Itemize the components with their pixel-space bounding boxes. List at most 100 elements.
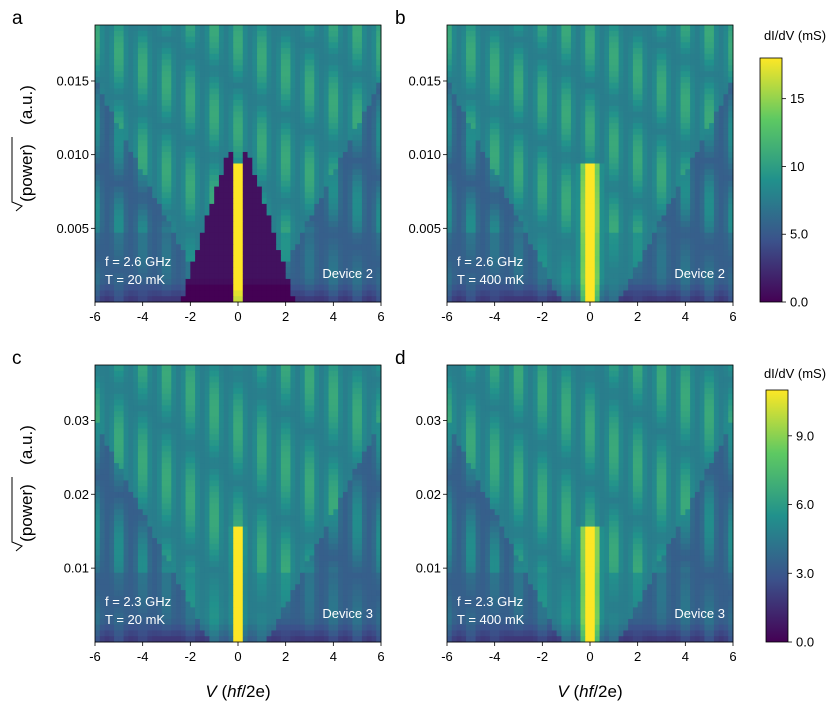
heatmap-cell [647,111,653,118]
heatmap-cell [299,198,306,205]
heatmap-cell [176,169,182,176]
heatmap-cell [242,117,248,124]
heatmap-cell [166,232,172,239]
heatmap-cell [361,48,368,55]
heatmap-cell [357,25,363,32]
heatmap-cell [171,53,177,61]
heatmap-cell [180,157,186,164]
heatmap-cell [190,238,196,245]
heatmap-cell [651,105,658,112]
heatmap-cell [242,290,248,297]
heatmap-cell [218,48,225,55]
heatmap-cell [642,169,648,176]
heatmap-cell [180,123,186,130]
heatmap-cell [257,146,263,153]
heatmap-cell [499,192,505,199]
heatmap-cell [447,186,453,193]
heatmap-cell [333,221,339,228]
heatmap-cell [556,163,562,170]
heatmap-cell [171,42,177,49]
heatmap-cell [637,65,643,72]
heatmap-cell [461,94,467,101]
heatmap-cell [166,48,172,55]
y-tick-label: 0.010 [56,147,89,162]
heatmap-cell [713,100,720,107]
heatmap-cell [209,53,215,61]
heatmap-cell [508,215,515,222]
heatmap-cell [604,100,610,107]
heatmap-cell [661,209,667,216]
heatmap-cell [585,76,591,84]
heatmap-cell [257,163,263,170]
heatmap-cell [209,215,215,222]
heatmap-cell [347,82,353,89]
heatmap-cell [195,25,201,32]
heatmap-cell [361,284,368,291]
heatmap-cell [561,198,567,205]
heatmap-cell [319,232,325,239]
heatmap-cell [699,157,705,164]
heatmap-cell [371,284,377,291]
heatmap-cell [228,180,234,187]
heatmap-cell [323,232,329,239]
heatmap-cell [104,36,110,43]
heatmap-cell [656,94,662,101]
heatmap-cell [656,215,662,222]
heatmap-cell [504,71,510,78]
heatmap-cell [728,151,734,159]
heatmap-cell [376,296,382,303]
heatmap-cell [228,157,234,164]
heatmap-cell [133,198,139,205]
heatmap-cell [247,267,253,274]
heatmap-cell [628,100,634,107]
heatmap-cell [195,128,201,136]
heatmap-cell [104,250,110,257]
heatmap-cell [532,53,538,61]
heatmap-cell [523,146,529,153]
heatmap-cell [228,59,234,66]
heatmap-cell [499,42,505,49]
heatmap-cell [480,169,486,176]
heatmap-cell [357,186,363,193]
heatmap-cell [161,65,167,72]
heatmap-cell [376,255,382,262]
heatmap-cell [447,169,453,176]
heatmap-cell [357,250,363,257]
heatmap-cell [323,140,329,147]
heatmap-cell [728,76,734,84]
heatmap-cell [233,221,239,228]
heatmap-cell [304,59,310,66]
heatmap-cell [252,221,258,228]
heatmap-cell [161,146,167,153]
heatmap-cell [171,273,177,280]
heatmap-cell [456,146,462,153]
heatmap-cell [704,151,710,159]
heatmap-cell [580,215,586,222]
heatmap-cell [561,36,567,43]
heatmap-cell [156,261,163,268]
heatmap-cell [547,209,553,216]
heatmap-cell [114,134,120,141]
heatmap-cell [447,42,453,49]
heatmap-cell [594,175,600,182]
heatmap-cell [242,186,248,193]
heatmap-cell [161,284,167,291]
heatmap-cell [133,25,139,32]
heatmap-cell [485,134,491,141]
heatmap-cell [523,198,529,205]
heatmap-cell [199,42,206,49]
heatmap-cell [342,244,349,251]
heatmap-cell [699,25,705,32]
heatmap-cell [228,255,234,262]
heatmap-cell [161,128,167,136]
heatmap-cell [257,65,263,72]
heatmap-cell [513,163,519,170]
heatmap-cell [161,88,167,95]
heatmap-cell [142,244,148,251]
heatmap-cell [309,296,315,303]
heatmap-cell [623,59,629,66]
heatmap-cell [475,42,481,49]
heatmap-cell [618,94,624,101]
heatmap-cell [304,82,310,89]
heatmap-cell [518,100,524,107]
